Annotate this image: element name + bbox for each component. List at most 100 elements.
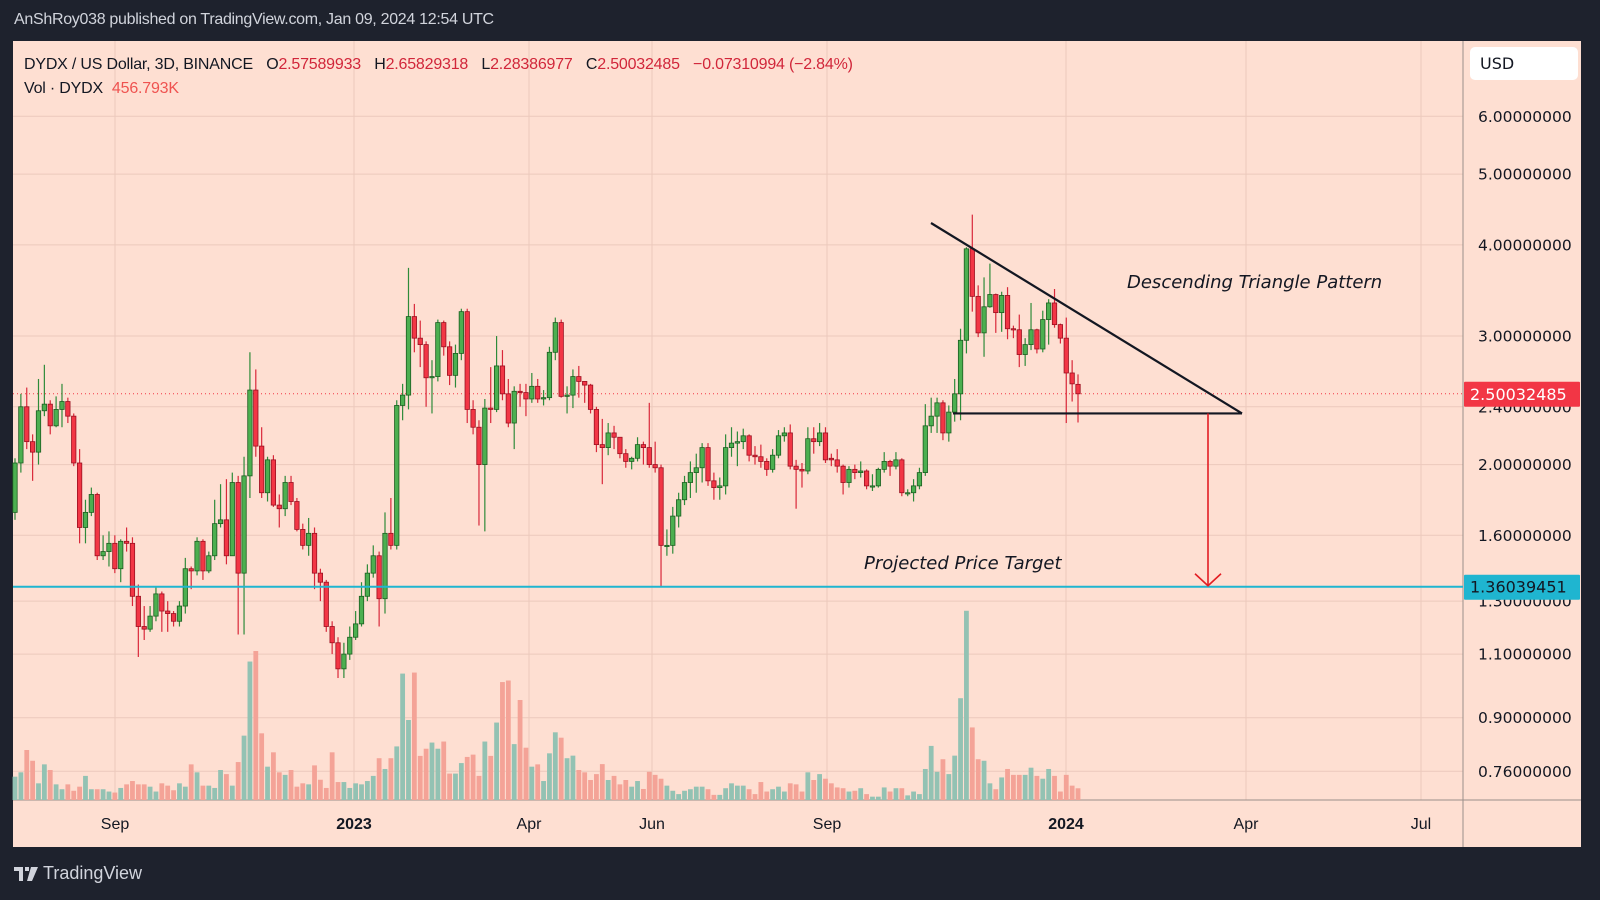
candle	[311, 527, 318, 590]
candle-body	[1051, 302, 1058, 326]
candle	[711, 472, 717, 500]
candle	[999, 291, 1005, 332]
candle	[940, 400, 946, 441]
candle	[840, 464, 846, 495]
candle-body	[640, 444, 647, 448]
candle	[799, 462, 805, 488]
volume-bar	[406, 720, 411, 800]
volume-bar	[605, 780, 611, 800]
volume-bar	[435, 748, 441, 800]
candle	[957, 328, 964, 421]
volume-bar	[282, 774, 288, 800]
candle	[470, 400, 476, 435]
candle	[400, 383, 406, 421]
price-tick-label: 4.00000000	[1478, 236, 1572, 254]
volume-bar	[846, 791, 852, 800]
candle	[341, 642, 347, 679]
candle-body	[288, 482, 294, 502]
chart-pane[interactable]	[13, 41, 1581, 847]
candle-body	[30, 441, 36, 453]
candle	[893, 452, 899, 470]
volume-bar	[83, 775, 88, 800]
candle-body	[358, 595, 365, 625]
candle	[811, 427, 817, 454]
volume-bar	[482, 741, 488, 800]
candle-body	[605, 432, 611, 448]
candle	[370, 545, 376, 578]
volume-bar	[564, 758, 570, 800]
candle-body	[963, 248, 970, 341]
candle	[1046, 299, 1052, 345]
volume-row: Vol · DYDX 456.793K	[24, 77, 853, 101]
candle	[916, 467, 923, 490]
candle-body	[241, 475, 247, 574]
candle	[752, 446, 758, 465]
volume-bar	[594, 774, 599, 800]
candle	[129, 537, 136, 607]
triangle-pattern-label[interactable]: Descending Triangle Pattern	[1127, 272, 1383, 293]
candle	[629, 456, 635, 470]
volume-bar	[952, 755, 958, 800]
price-target-label[interactable]: Projected Price Target	[864, 553, 1062, 574]
candle	[135, 584, 141, 657]
low-label: L	[481, 56, 491, 73]
candle	[306, 517, 312, 556]
volume-bar	[464, 756, 470, 800]
candle-body	[681, 482, 688, 501]
currency-button[interactable]: USD	[1470, 47, 1578, 80]
candle	[699, 443, 705, 483]
candle-body	[1016, 329, 1022, 355]
candle-body	[511, 390, 517, 424]
candle-body	[493, 365, 500, 410]
candle-body	[306, 532, 312, 546]
time-tick-label: 2023	[336, 816, 372, 833]
arrow-head-icon	[1194, 573, 1222, 587]
candle	[1028, 302, 1034, 351]
candle-body	[693, 467, 699, 473]
candle	[987, 263, 993, 308]
candle-body	[946, 411, 952, 434]
volume-bar	[787, 783, 793, 800]
candle-body	[1004, 295, 1011, 330]
time-tick-label: Sep	[101, 816, 130, 833]
open-label: O	[266, 56, 279, 73]
volume-bar	[629, 786, 635, 800]
candle	[869, 474, 876, 492]
candle-body	[235, 482, 241, 574]
candle	[358, 582, 365, 627]
candle-body	[94, 494, 100, 557]
volume-bar	[429, 742, 435, 800]
volume-bar	[658, 778, 664, 800]
volume-bar	[641, 788, 646, 800]
candle	[552, 317, 558, 361]
volume-bar	[488, 755, 494, 800]
volume-bar	[776, 786, 781, 800]
volume-bar	[840, 788, 846, 800]
volume-bar	[165, 785, 171, 800]
candle	[558, 319, 564, 398]
volume-label[interactable]: Vol · DYDX	[24, 80, 103, 97]
volume-bar	[300, 783, 306, 800]
candle-body	[599, 444, 605, 448]
descending-trendline[interactable]	[930, 222, 1243, 415]
candle	[323, 579, 329, 632]
volume-bar	[617, 784, 623, 800]
time-tick-label: Jun	[639, 816, 665, 833]
price-tick-label: 2.00000000	[1478, 456, 1572, 474]
volume-bar	[153, 791, 159, 800]
time-tick-label: Jul	[1411, 816, 1431, 833]
volume-bar	[65, 784, 71, 800]
candle	[587, 383, 594, 414]
candle-body	[899, 459, 905, 494]
candle-body	[47, 403, 53, 427]
volume-bar	[1052, 775, 1057, 800]
candle-body	[758, 456, 764, 462]
symbol-label[interactable]: DYDX / US Dollar, 3D, BINANCE	[24, 56, 253, 73]
candle	[300, 523, 306, 550]
candle	[1075, 374, 1081, 423]
candle	[1063, 317, 1069, 424]
volume-bar	[682, 790, 687, 800]
candle	[717, 477, 723, 500]
volume-bar	[94, 789, 100, 800]
